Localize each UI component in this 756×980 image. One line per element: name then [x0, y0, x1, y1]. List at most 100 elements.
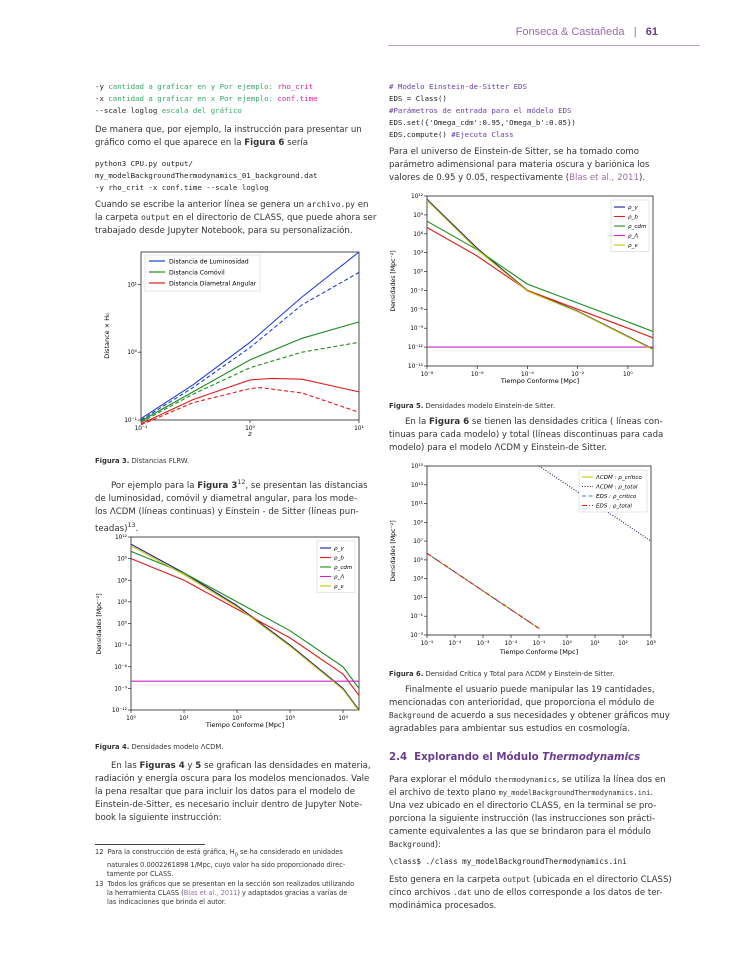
x-axis-label: Tiempo Conforme [Mpc]: [205, 721, 284, 729]
code-line: -y cantidad a graficar en y Por ejemplo:…: [95, 82, 314, 91]
legend-label: ρ_ν: [628, 243, 637, 249]
legend-label: EDS : ρ_total: [596, 504, 632, 510]
header-separator: |: [633, 26, 637, 38]
series-line: [426, 200, 654, 351]
series-lines: [140, 251, 360, 426]
legend-label: ΛCDM : ρ_total: [595, 485, 638, 491]
y-tick-label: 10¹²: [115, 534, 127, 541]
paragraph: En la Figura 6 se tienen las densidades …: [389, 417, 664, 453]
x-tick-label: 10⁻⁵: [421, 640, 434, 647]
x-tick-label: 10⁻³: [477, 640, 490, 647]
legend: Distancia de Luminosidad Distancia Comóv…: [144, 254, 261, 292]
legend-label: ρ_ν: [334, 584, 343, 590]
axis-ticks: 10⁻¹ 10⁰ 10¹ 10⁻¹ 10⁰ 10¹: [124, 281, 364, 432]
citation-link[interactable]: Blas et al., 2011: [569, 173, 639, 183]
y-tick-label: 10⁰: [117, 621, 127, 628]
x-tick-label: 10³: [285, 715, 295, 722]
footnotes: 12 Para la construcción de está gráfica,…: [95, 848, 387, 908]
y-tick-label: 10⁰: [127, 349, 137, 356]
legend-label: Distancia de Luminosidad: [169, 259, 249, 266]
figure-3-caption: Figura 3. Distancias FLRW.: [95, 457, 189, 465]
series-line: [130, 558, 360, 696]
y-tick-label: 10⁹: [413, 212, 423, 219]
header-authors: Fonseca & Castañeda: [515, 26, 625, 38]
series-line: [130, 545, 360, 712]
series-line: [140, 321, 360, 422]
paragraph: Para el universo de Einstein-de Sitter, …: [389, 147, 650, 183]
series-line: [130, 543, 360, 711]
section-heading: 2.4 Explorando el Módulo Thermodynamics: [389, 752, 641, 763]
x-tick-label: 10¹: [354, 425, 364, 432]
figure-4-densities-lcdm: 10⁰ 10¹ 10² 10³ 10⁴ 10⁻¹² 10⁻⁹ 10⁻⁶ 10⁻³ 10⁰ 10³ 10…: [96, 534, 360, 729]
paragraph: Esto genera en la carpeta output (ubicad…: [389, 875, 672, 911]
y-tick-label: 10³: [413, 250, 423, 257]
figure-6-caption: Figura 6. Densidad Crítica y Total para …: [389, 670, 615, 678]
legend-label: ρ_b: [334, 556, 344, 562]
x-tick-label: 10⁻²: [571, 371, 584, 378]
x-tick-label: 10⁰: [245, 425, 255, 432]
paragraph: Por ejemplo para la Figura 312, se prese…: [95, 478, 368, 534]
x-tick-label: 10⁻⁴: [521, 371, 534, 378]
header-page-number: 61: [645, 26, 658, 38]
y-tick-label: 10⁻¹: [124, 417, 137, 424]
legend-label: ρ_cdm: [334, 565, 353, 571]
x-tick-label: 10⁻²: [505, 640, 518, 647]
y-tick-label: 10⁻¹²: [112, 707, 127, 714]
y-tick-label: 10⁻¹: [410, 613, 423, 620]
y-tick-label: 10⁹: [117, 556, 127, 563]
y-tick-label: 10⁶: [117, 577, 127, 584]
figure-5-caption: Figura 5. Densidades modelo Einstein-de …: [389, 402, 555, 410]
legend-label: ρ_γ: [628, 205, 638, 211]
code-command-class: \class$ ./class my_modelBackgroundThermo…: [389, 857, 627, 866]
paragraph: En las Figuras 4 y 5 se grafican las den…: [95, 761, 371, 823]
legend-label: EDS : ρ_crítico: [596, 493, 637, 500]
series-lines: [426, 198, 654, 351]
footnote-12: 12 Para la construcción de está gráfica,…: [95, 848, 343, 859]
x-tick-label: 10⁰: [126, 715, 136, 722]
code-line: -x cantidad a graficar en x Por ejemplo:…: [95, 94, 318, 103]
plot-frame: [426, 195, 654, 367]
y-tick-label: 10⁻⁹: [410, 325, 423, 332]
series-line: [538, 465, 652, 542]
series-lines: [426, 465, 652, 629]
legend-box: [316, 540, 356, 593]
y-tick-label: 10⁶: [413, 231, 423, 238]
x-tick-label: 10¹: [179, 715, 189, 722]
x-tick-label: 10¹: [590, 640, 600, 647]
y-tick-label: 10¹⁵: [411, 463, 424, 470]
paragraph: Finalmente el usuario puede manipular la…: [389, 685, 670, 734]
y-axis-label: Distance × H₀: [103, 313, 111, 359]
legend-label: ρ_Λ: [334, 575, 344, 581]
series-line: [140, 387, 360, 426]
x-tick-label: 10²: [232, 715, 242, 722]
series-line: [426, 220, 654, 333]
y-tick-label: 10¹: [413, 594, 423, 601]
legend-label: ρ_b: [628, 215, 638, 221]
paragraph: Para explorar el módulo thermodynamics, …: [389, 775, 666, 850]
paragraph: De manera que, por ejemplo, la instrucci…: [95, 125, 362, 148]
legend-label: Distancia Diametral Angular: [169, 281, 257, 288]
series-line: [140, 377, 360, 425]
series-line: [140, 341, 360, 423]
x-tick-label: 10⁻¹: [135, 425, 148, 432]
y-tick-label: 10⁻⁹: [114, 685, 127, 692]
axis-ticks: 10⁻⁵ 10⁻⁴ 10⁻³ 10⁻² 10⁻¹ 10⁰ 10¹ 10² 10³ 10⁻³ 10⁻¹…: [410, 463, 656, 647]
y-axis-label: Densidades [Mpc⁻²]: [390, 520, 397, 581]
series-line: [140, 271, 360, 421]
x-tick-label: 10⁻⁴: [449, 640, 462, 647]
figure-6-critical-total: 10⁻⁵ 10⁻⁴ 10⁻³ 10⁻² 10⁻¹ 10⁰ 10¹ 10² 10³ 10⁻³ 10⁻¹…: [390, 463, 657, 656]
code-line: --scale loglog escala del gráfico: [95, 106, 242, 115]
y-axis-label: Densidades [Mpc⁻²]: [96, 593, 103, 654]
y-tick-label: 10⁻³: [410, 632, 423, 639]
y-tick-label: 10⁷: [413, 538, 423, 545]
y-tick-label: 10¹³: [411, 482, 424, 489]
legend-label: ρ_cdm: [628, 224, 647, 230]
y-axis-label: Densidades [Mpc⁻²]: [390, 250, 397, 311]
x-axis-label: z: [247, 430, 252, 438]
y-tick-label: 10⁻⁶: [410, 306, 423, 313]
legend: ρ_γ ρ_b ρ_cdm ρ_Λ ρ_ν: [610, 199, 650, 252]
footnote-rule: [95, 844, 205, 845]
citation-link[interactable]: Blas et al., 2011: [183, 888, 238, 897]
y-tick-label: 10⁵: [413, 557, 423, 564]
y-tick-label: 10³: [413, 576, 423, 583]
